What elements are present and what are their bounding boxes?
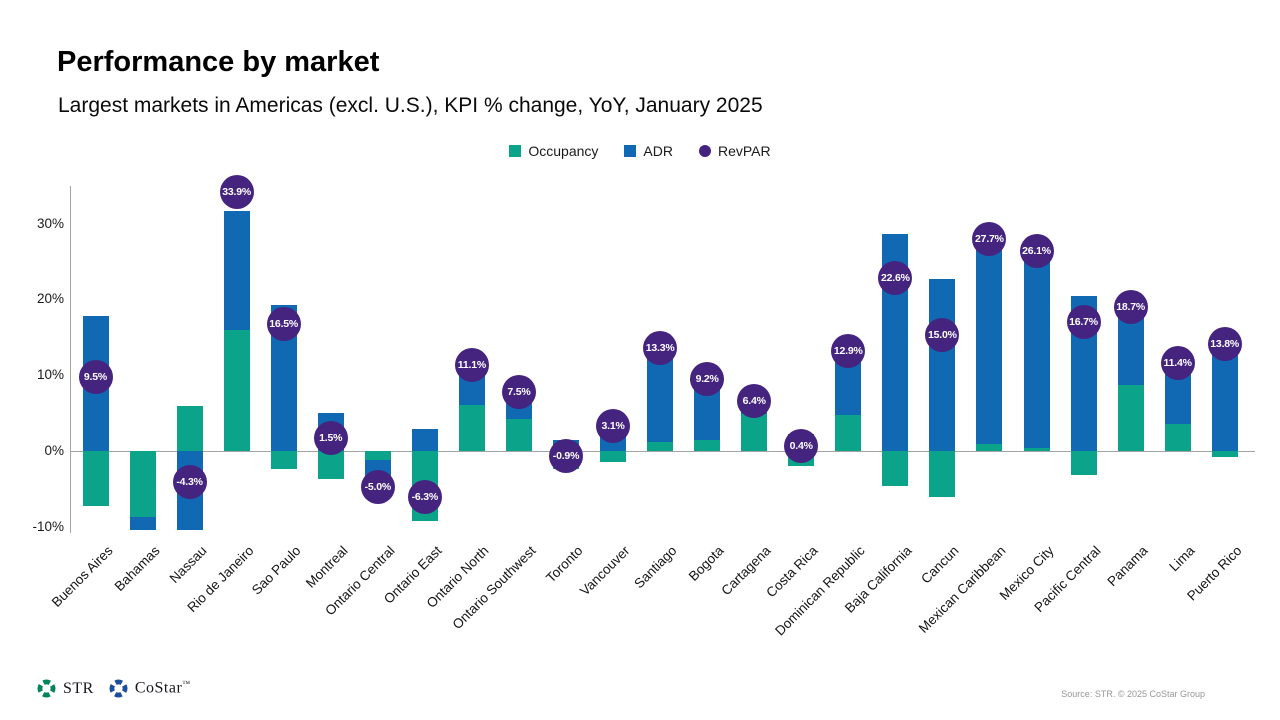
revpar-bubble: 9.2% xyxy=(690,362,725,397)
costar-pinwheel-icon xyxy=(109,679,128,698)
revpar-bubble: -0.9% xyxy=(549,438,583,473)
revpar-bubble: 16.7% xyxy=(1066,305,1101,340)
bar-segment-adr xyxy=(647,350,674,442)
y-tick-label: 30% xyxy=(36,215,64,231)
bar-segment-adr xyxy=(1023,253,1050,448)
revpar-bubble: -6.3% xyxy=(407,479,442,514)
bar-segment-occupancy xyxy=(223,329,250,451)
revpar-bubble: 33.9% xyxy=(219,175,254,209)
adr-swatch-icon xyxy=(624,145,637,157)
bar-segment-occupancy xyxy=(882,451,909,486)
legend-label: Occupancy xyxy=(528,143,599,159)
revpar-bubble: -5.0% xyxy=(360,469,395,504)
bar-segment-occupancy xyxy=(929,451,956,498)
revpar-bubble: 13.3% xyxy=(643,331,678,366)
str-pinwheel-icon xyxy=(37,679,56,698)
revpar-bubble: 27.7% xyxy=(972,222,1007,256)
bar-segment-occupancy xyxy=(741,413,768,451)
revpar-bubble: 22.6% xyxy=(878,260,913,295)
trademark-symbol: ™ xyxy=(182,679,191,689)
y-tick-label: 20% xyxy=(36,291,64,307)
bar-segment-occupancy xyxy=(1117,385,1144,451)
legend-item-occupancy: Occupancy xyxy=(509,143,598,159)
revpar-bubble: 11.4% xyxy=(1160,345,1195,380)
legend-label: RevPAR xyxy=(717,143,771,159)
bar-segment-occupancy xyxy=(694,439,721,451)
bar-segment-occupancy xyxy=(505,419,532,451)
y-tick-label: 0% xyxy=(44,443,64,458)
revpar-bubble: 11.1% xyxy=(454,347,489,382)
chart-legend: Occupancy ADR RevPAR xyxy=(0,143,1280,159)
costar-logo: CoStar™ xyxy=(108,678,191,699)
bar-segment-occupancy xyxy=(82,451,109,506)
revpar-swatch-icon xyxy=(698,145,711,157)
revpar-bubble: 0.4% xyxy=(784,429,819,463)
bar-segment-occupancy xyxy=(176,405,203,451)
occupancy-swatch-icon xyxy=(509,145,522,157)
bar-segment-occupancy xyxy=(1164,423,1191,451)
bar-segment-occupancy xyxy=(317,451,344,479)
revpar-bubble: 12.9% xyxy=(831,334,866,369)
revpar-bubble: 26.1% xyxy=(1019,234,1054,269)
revpar-bubble: 1.5% xyxy=(313,420,348,455)
revpar-bubble: 6.4% xyxy=(737,383,772,418)
bar-segment-adr xyxy=(411,429,438,451)
bar-segment-occupancy xyxy=(600,451,627,462)
y-tick-label: 10% xyxy=(36,367,64,383)
bar-segment-occupancy xyxy=(129,451,156,517)
legend-item-adr: ADR xyxy=(624,143,673,159)
bar-segment-adr xyxy=(223,210,250,330)
bar-segment-occupancy xyxy=(1211,451,1238,458)
revpar-bubble: 3.1% xyxy=(596,408,631,443)
revpar-bubble: 9.5% xyxy=(78,360,113,394)
page-title: Performance by market xyxy=(57,46,380,78)
bar-segment-occupancy xyxy=(1070,451,1097,476)
bar-segment-adr xyxy=(129,516,156,531)
revpar-bubble: 13.8% xyxy=(1207,327,1242,362)
bar-segment-adr xyxy=(1117,315,1144,385)
revpar-bubble: 7.5% xyxy=(501,375,536,410)
bar-segment-occupancy xyxy=(835,415,862,451)
bar-segment-occupancy xyxy=(270,451,297,470)
bar-segment-adr xyxy=(976,242,1003,445)
revpar-bubble: 15.0% xyxy=(925,318,960,353)
revpar-bubble: 16.5% xyxy=(266,306,301,341)
legend-label: ADR xyxy=(643,143,673,159)
bar-segment-occupancy xyxy=(976,444,1003,451)
bar-segment-occupancy xyxy=(647,441,674,451)
str-logo-text: STR xyxy=(63,679,94,697)
legend-item-revpar: RevPAR xyxy=(698,143,771,159)
zero-gridline xyxy=(70,451,1255,452)
bar-segment-adr xyxy=(929,278,956,451)
y-tick-label: -10% xyxy=(32,518,64,534)
costar-logo-text: CoStar™ xyxy=(134,679,191,697)
bar-segment-occupancy xyxy=(364,451,391,461)
bar-segment-occupancy xyxy=(458,404,485,451)
str-logo: STR xyxy=(36,678,94,699)
source-note: Source: STR. © 2025 CoStar Group xyxy=(1061,689,1205,699)
footer-logos: STR CoStar™ xyxy=(36,678,191,699)
y-axis-line xyxy=(70,186,71,533)
revpar-bubble: -4.3% xyxy=(172,464,207,499)
bar-segment-occupancy xyxy=(1023,448,1050,451)
revpar-bubble: 18.7% xyxy=(1113,290,1148,325)
page-subtitle: Largest markets in Americas (excl. U.S.)… xyxy=(58,94,763,117)
